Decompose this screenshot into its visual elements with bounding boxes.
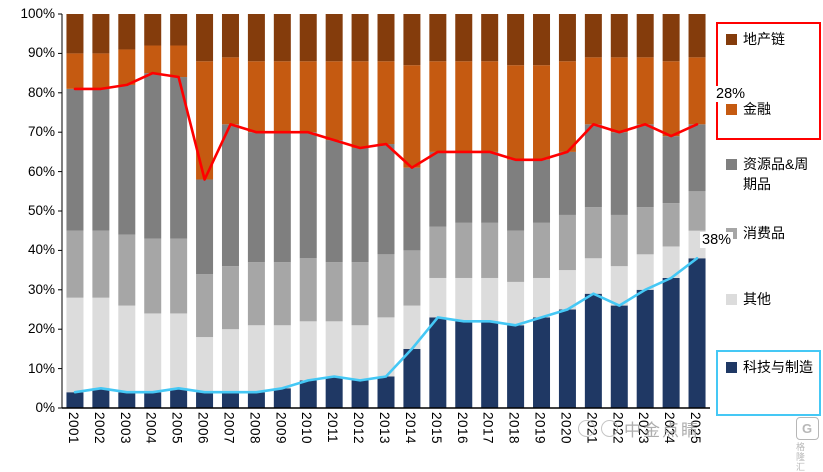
- watermark: 中金点睛: [578, 416, 700, 441]
- annotation-finance-property-share: 28%: [714, 86, 748, 102]
- legend-swatch: [726, 362, 737, 373]
- circle-icon: [601, 420, 618, 437]
- legend: 地产链金融资源品&周期品消费品其他科技与制造: [726, 0, 822, 468]
- legend-item-5: 其他: [726, 290, 771, 310]
- logo-icon: G: [795, 417, 819, 440]
- legend-label: 地产链: [743, 31, 785, 47]
- legend-label: 消费品: [743, 225, 785, 241]
- watermark-text: 中金点睛: [624, 421, 700, 440]
- legend-item-6: 科技与制造: [726, 358, 813, 378]
- legend-label: 资源品&周期品: [743, 156, 809, 192]
- legend-item-2: 金融: [726, 100, 771, 120]
- legend-label: 金融: [743, 101, 771, 117]
- legend-swatch: [726, 294, 737, 305]
- logo-text: 格隆汇: [795, 442, 805, 472]
- circle-icon: [578, 420, 595, 437]
- legend-swatch: [726, 104, 737, 115]
- legend-item-3: 资源品&周期品: [726, 155, 817, 194]
- annotation-tech-share: 38%: [700, 232, 734, 248]
- legend-item-1: 地产链: [726, 30, 785, 50]
- legend-item-4: 消费品: [726, 224, 785, 244]
- legend-label: 科技与制造: [743, 359, 813, 375]
- legend-label: 其他: [743, 291, 771, 307]
- legend-swatch: [726, 159, 737, 170]
- gelonghui-logo: G 格隆汇: [794, 417, 820, 472]
- legend-swatch: [726, 34, 737, 45]
